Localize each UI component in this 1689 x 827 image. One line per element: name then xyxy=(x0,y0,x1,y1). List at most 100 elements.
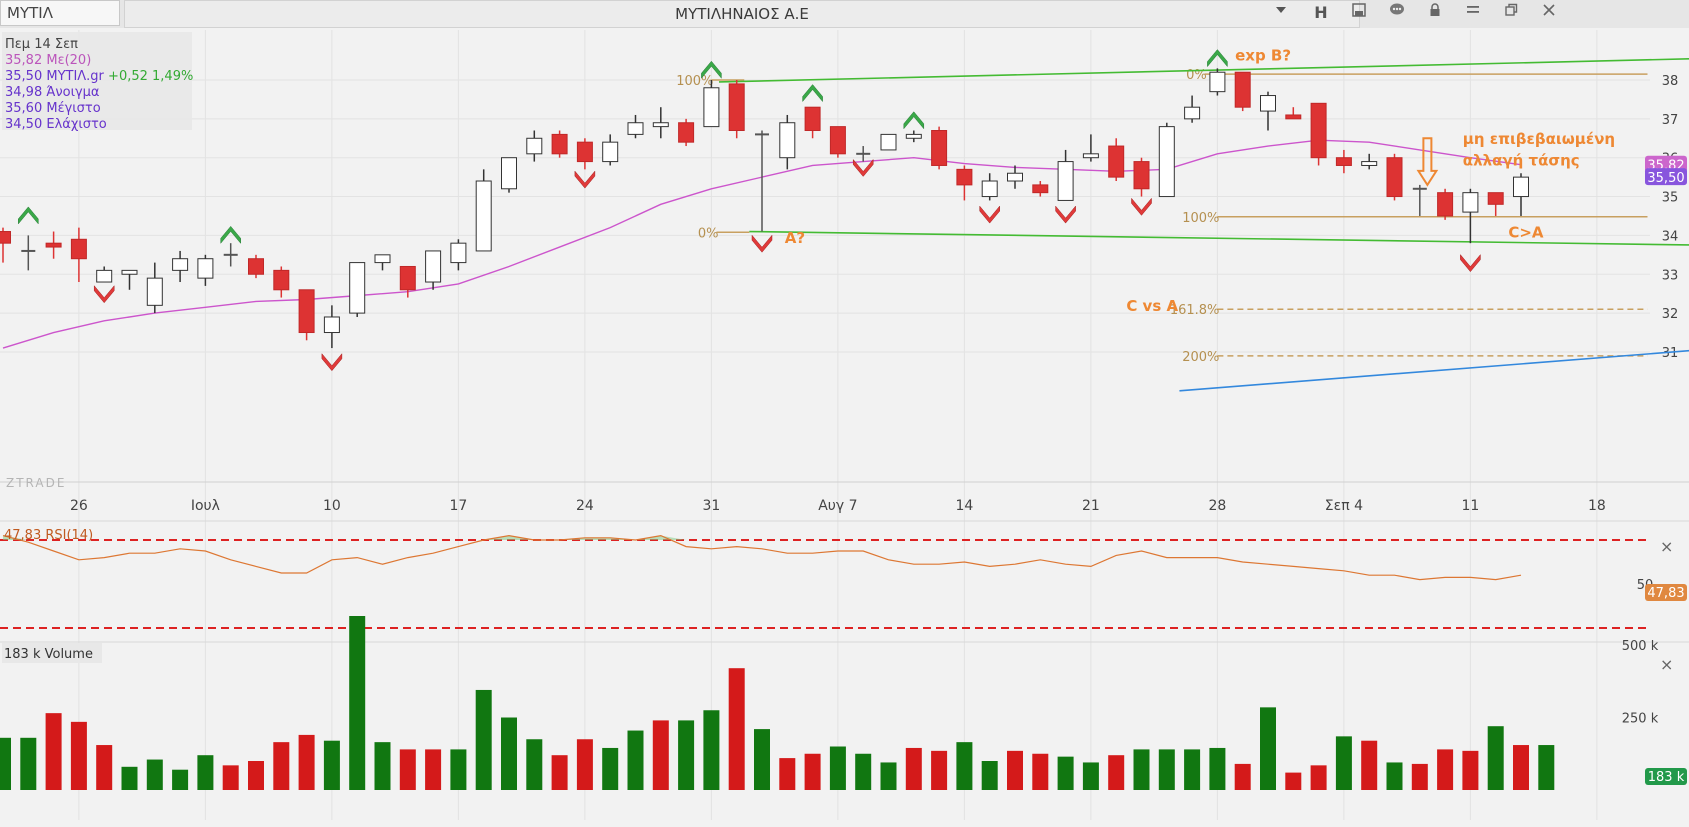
annotation-label: αλλαγή τάσης xyxy=(1463,151,1580,169)
lock-icon[interactable] xyxy=(1416,0,1454,28)
candle-body xyxy=(1032,184,1049,194)
restore-window-icon[interactable] xyxy=(1492,0,1530,28)
volume-bar xyxy=(880,762,897,790)
volume-bar xyxy=(1386,762,1403,790)
down-signal-marker xyxy=(93,285,115,304)
fib-level-label: 0% xyxy=(1186,68,1207,83)
candle-body xyxy=(248,258,264,275)
volume-bar xyxy=(1260,707,1276,790)
volume-bar xyxy=(855,753,872,790)
rsi-title: 47,83 RSI(14) xyxy=(4,528,93,543)
fib-level-label: 200% xyxy=(1182,350,1219,365)
info-price: 35,50 ΜΥΤΙΛ.gr xyxy=(5,69,105,84)
volume-bar xyxy=(172,769,189,790)
candle-body xyxy=(880,133,897,151)
date-tick-label: 26 xyxy=(70,498,88,514)
candle-body xyxy=(1361,161,1378,166)
info-open: 34,98 Άνοιγμα xyxy=(5,85,100,100)
candle-body xyxy=(551,133,568,155)
rsi-value-text: 47,83 xyxy=(1647,586,1684,601)
volume-bar xyxy=(222,765,239,790)
candle-body xyxy=(779,122,796,159)
info-date: Πεμ 14 Σεπ xyxy=(5,37,78,52)
volume-bar xyxy=(956,742,973,790)
volume-bar xyxy=(475,689,492,790)
trendline xyxy=(718,58,1689,83)
candle-body xyxy=(1386,157,1403,198)
trendline xyxy=(1179,349,1689,392)
candle-body xyxy=(1285,114,1302,120)
volume-title: 183 k Volume xyxy=(4,647,93,662)
down-signal-marker xyxy=(321,353,343,372)
candle-body xyxy=(1513,176,1529,198)
volume-bar xyxy=(399,749,416,790)
down-signal-marker xyxy=(852,158,874,177)
volume-bar xyxy=(45,713,62,790)
date-tick-label: Ιουλ xyxy=(191,498,220,514)
annotation-label: A? xyxy=(785,229,805,247)
volume-bar xyxy=(931,750,948,790)
volume-bar xyxy=(1361,740,1378,790)
volume-bar xyxy=(1209,747,1226,790)
volume-bar xyxy=(1032,753,1049,790)
candle-body xyxy=(172,258,189,271)
watermark: ZTRADE xyxy=(6,476,66,490)
volume-bar xyxy=(905,747,922,790)
up-signal-marker xyxy=(220,225,241,245)
candle-body xyxy=(804,106,821,132)
annotation-label: C vs A xyxy=(1126,297,1178,315)
volume-bar xyxy=(728,668,745,790)
volume-bar xyxy=(96,745,113,790)
up-signal-marker xyxy=(1207,49,1228,68)
candle-body xyxy=(96,269,113,283)
candle-body xyxy=(399,265,416,291)
volume-bar xyxy=(829,746,846,790)
price-tick-label: 35 xyxy=(1662,191,1679,206)
volume-panel: 250 k 500 k 183 k xyxy=(0,616,1687,790)
date-tick-label: 24 xyxy=(576,498,594,514)
candle-body xyxy=(121,269,138,275)
candle-body xyxy=(1260,95,1276,112)
volume-bar xyxy=(703,710,720,790)
info-ma: 35,82 Με(20) xyxy=(5,53,91,68)
h-button[interactable]: H xyxy=(1314,3,1328,22)
volume-bar xyxy=(20,737,37,790)
candle-body xyxy=(602,141,619,163)
candle-body xyxy=(1158,126,1175,198)
price-tick-label: 31 xyxy=(1662,346,1679,361)
volume-tick-label: 500 k xyxy=(1622,639,1659,654)
menu-icon[interactable] xyxy=(1454,0,1492,28)
volume-bar xyxy=(602,747,619,790)
price-tick-label: 37 xyxy=(1662,113,1679,128)
save-icon[interactable] xyxy=(1340,0,1378,28)
close-icon[interactable] xyxy=(1530,0,1568,28)
volume-bar xyxy=(70,721,87,790)
volume-bar xyxy=(1158,749,1175,790)
volume-bar xyxy=(1108,755,1125,790)
candle-body xyxy=(1184,106,1201,120)
trendlines xyxy=(718,58,1689,392)
date-tick-label: 17 xyxy=(449,498,467,514)
candle-body xyxy=(0,231,11,244)
symbol-input[interactable] xyxy=(0,0,120,26)
fib-level-label: 0% xyxy=(698,226,719,241)
volume-bar xyxy=(349,616,366,790)
candle-body xyxy=(1057,161,1074,201)
date-tick-label: Αυγ 7 xyxy=(818,498,857,514)
volume-bar xyxy=(1310,765,1327,790)
volume-bar xyxy=(526,739,543,790)
rsi-close-button[interactable]: × xyxy=(1660,537,1673,556)
date-tick-label: 10 xyxy=(323,498,341,514)
volume-bar xyxy=(1133,749,1150,790)
chevron-down-icon[interactable] xyxy=(1262,0,1300,28)
candle-body xyxy=(349,262,366,314)
comment-icon[interactable] xyxy=(1378,0,1416,28)
candle-body xyxy=(425,250,442,283)
volume-close-button[interactable]: × xyxy=(1660,655,1673,674)
rsi-value-badge xyxy=(1645,584,1687,601)
fib-level-label: 161.8% xyxy=(1170,303,1220,318)
volume-bar xyxy=(1538,745,1555,790)
volume-bar xyxy=(678,720,695,790)
